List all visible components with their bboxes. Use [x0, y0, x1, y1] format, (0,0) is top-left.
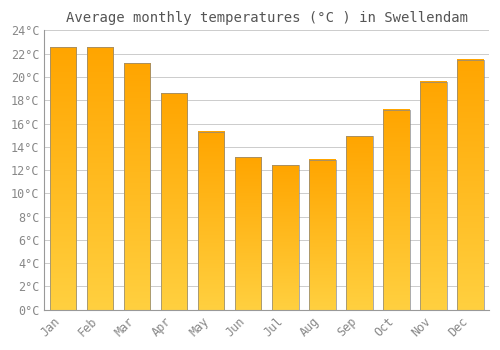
- Bar: [383, 110, 409, 310]
- Title: Average monthly temperatures (°C ) in Swellendam: Average monthly temperatures (°C ) in Sw…: [66, 11, 468, 25]
- Bar: [309, 160, 336, 310]
- Bar: [86, 47, 114, 310]
- Bar: [161, 93, 188, 310]
- Bar: [50, 47, 76, 310]
- Bar: [457, 60, 483, 310]
- Bar: [124, 63, 150, 310]
- Bar: [420, 82, 446, 310]
- Bar: [346, 136, 372, 310]
- Bar: [272, 166, 298, 310]
- Bar: [235, 157, 262, 310]
- Bar: [198, 132, 224, 310]
